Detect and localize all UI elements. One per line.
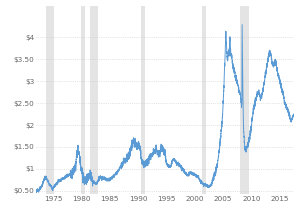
Bar	[142, 6, 145, 194]
Bar	[202, 6, 206, 194]
Bar	[90, 6, 98, 194]
Bar	[240, 6, 249, 194]
Bar	[46, 6, 54, 194]
Bar	[81, 6, 85, 194]
